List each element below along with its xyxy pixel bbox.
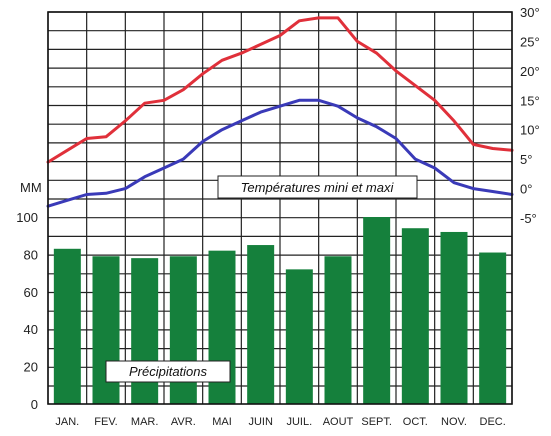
temperature-lines	[46, 16, 514, 208]
month-label: AOUT	[323, 416, 354, 428]
precip-bar	[285, 269, 313, 404]
precipitation-label: Précipitations	[129, 364, 208, 379]
temp-tick-label: 10°	[520, 123, 540, 138]
temperature-label: Températures mini et maxi	[241, 180, 395, 195]
month-label: MAI	[212, 416, 232, 428]
temperature-label-box	[217, 175, 418, 199]
month-label: JUIN	[248, 416, 273, 428]
plot-frame	[47, 11, 513, 405]
precip-bar	[247, 245, 275, 404]
precip-bar	[401, 228, 429, 404]
precip-tick-label: 80	[24, 247, 38, 262]
month-label: OCT.	[403, 416, 428, 428]
month-label: JUIL.	[286, 416, 312, 428]
precip-tick-labels: 0 20 40 60 80 100	[16, 210, 38, 412]
month-label: NOV.	[441, 416, 467, 428]
grid	[47, 11, 513, 404]
temp-tick-label: 5°	[520, 152, 532, 167]
temp-tick-label: 20°	[520, 64, 540, 79]
precip-bar	[479, 252, 507, 404]
month-label: FEV.	[94, 416, 117, 428]
month-label: SEPT.	[361, 416, 392, 428]
precip-bar	[363, 217, 391, 404]
precip-unit-label: MM	[20, 180, 42, 195]
month-label: AVR.	[171, 416, 196, 428]
precip-bar	[53, 248, 81, 404]
month-label: DEC.	[480, 416, 506, 428]
month-label: JAN.	[55, 416, 79, 428]
precip-tick-label: 100	[16, 210, 38, 225]
month-labels: JAN. FEV. MAR. AVR. MAI JUIN JUIL. AOUT SEPT. OCT…	[55, 416, 505, 428]
temp-tick-labels: -5° 0° 5° 10° 15° 20° 25° 30°	[520, 5, 540, 226]
precip-tick-label: 0	[31, 397, 38, 412]
temp-max-line	[46, 16, 514, 164]
temp-tick-label: 25°	[520, 34, 540, 49]
temp-tick-label: 0°	[520, 182, 532, 197]
precipitation-label-box	[105, 360, 231, 383]
precip-tick-label: 60	[24, 285, 38, 300]
precip-tick-label: 40	[24, 322, 38, 337]
temp-tick-label: 15°	[520, 93, 540, 108]
precip-bar	[324, 256, 352, 404]
temp-tick-label: 30°	[520, 5, 540, 20]
precip-bar	[440, 231, 468, 404]
month-label: MAR.	[131, 416, 159, 428]
precip-tick-label: 20	[24, 360, 38, 375]
axes	[47, 11, 513, 405]
temp-min-line	[46, 98, 514, 208]
temp-tick-label: -5°	[520, 211, 537, 226]
